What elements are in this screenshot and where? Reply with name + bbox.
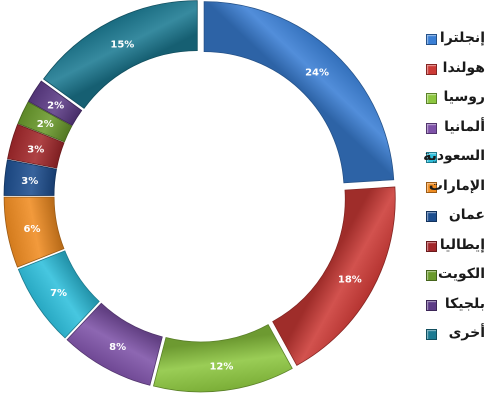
- slice-russia[interactable]: [153, 324, 293, 393]
- legend-item-germany[interactable]: ألمانيا: [410, 117, 495, 147]
- legend-item-italy[interactable]: إيطاليا: [410, 235, 495, 265]
- legend-swatch: [426, 122, 437, 134]
- legend-item-other[interactable]: أخرى: [410, 323, 495, 353]
- legend-label: إنجلترا: [439, 30, 485, 46]
- slice-label-kuwait: 2%: [37, 119, 54, 130]
- slice-label-italy: 3%: [27, 144, 44, 155]
- legend-label: عمان: [448, 207, 485, 223]
- legend-swatch: [426, 270, 437, 281]
- slice-label-england: 24%: [305, 67, 329, 78]
- legend-label: السعودية: [423, 148, 485, 164]
- legend-swatch: [426, 181, 437, 193]
- slice-label-oman: 3%: [21, 176, 38, 187]
- slice-label-other: 15%: [110, 40, 134, 51]
- slice-label-uae: 6%: [24, 224, 41, 235]
- slice-other[interactable]: [43, 0, 198, 109]
- legend-swatch: [426, 63, 437, 75]
- slice-england[interactable]: [203, 1, 395, 184]
- slice-label-belgium: 2%: [47, 100, 64, 111]
- slice-netherlands[interactable]: [272, 186, 396, 366]
- slice-label-russia: 12%: [209, 362, 233, 373]
- slice-saudi-arabia[interactable]: [17, 250, 100, 339]
- legend: إنجلترا هولندا روسيا ألمانيا السعودية ال…: [410, 28, 495, 353]
- legend-swatch: [426, 152, 437, 163]
- legend-item-uae[interactable]: الإمارات: [410, 176, 495, 206]
- legend-label: هولندا: [442, 59, 485, 76]
- slice-oman[interactable]: [3, 159, 57, 196]
- slice-belgium[interactable]: [27, 80, 83, 126]
- legend-label: روسيا: [443, 89, 485, 105]
- slice-kuwait[interactable]: [17, 101, 73, 143]
- legend-swatch: [426, 211, 437, 222]
- legend-item-saudi-arabia[interactable]: السعودية: [410, 146, 495, 176]
- legend-label: أخرى: [448, 325, 485, 341]
- legend-swatch: [426, 329, 437, 340]
- slice-labels-group: 24% 18% 12% 8% 7% 6% 3% 3% 2% 2% 15%: [21, 40, 362, 373]
- slice-germany[interactable]: [66, 302, 163, 386]
- legend-item-netherlands[interactable]: هولندا: [410, 58, 495, 88]
- slice-uae[interactable]: [3, 196, 65, 268]
- slices-group: [3, 0, 396, 393]
- legend-item-russia[interactable]: روسيا: [410, 87, 495, 117]
- slice-label-saudi-arabia: 7%: [50, 288, 67, 299]
- legend-swatch: [426, 93, 437, 104]
- legend-swatch: [426, 299, 437, 311]
- legend-label: بلجيكا: [444, 295, 485, 312]
- legend-item-belgium[interactable]: بلجيكا: [410, 294, 495, 324]
- legend-swatch: [426, 34, 437, 45]
- slice-italy[interactable]: [7, 123, 65, 169]
- legend-label: الكويت: [437, 266, 485, 282]
- legend-label: الإمارات: [428, 177, 485, 194]
- legend-label: إيطاليا: [439, 236, 485, 253]
- slice-label-germany: 8%: [109, 342, 126, 353]
- legend-item-kuwait[interactable]: الكويت: [410, 264, 495, 294]
- legend-swatch: [426, 240, 437, 252]
- legend-item-oman[interactable]: عمان: [410, 205, 495, 235]
- legend-item-england[interactable]: إنجلترا: [410, 28, 495, 58]
- legend-label: ألمانيا: [444, 118, 485, 135]
- slice-label-netherlands: 18%: [338, 274, 362, 285]
